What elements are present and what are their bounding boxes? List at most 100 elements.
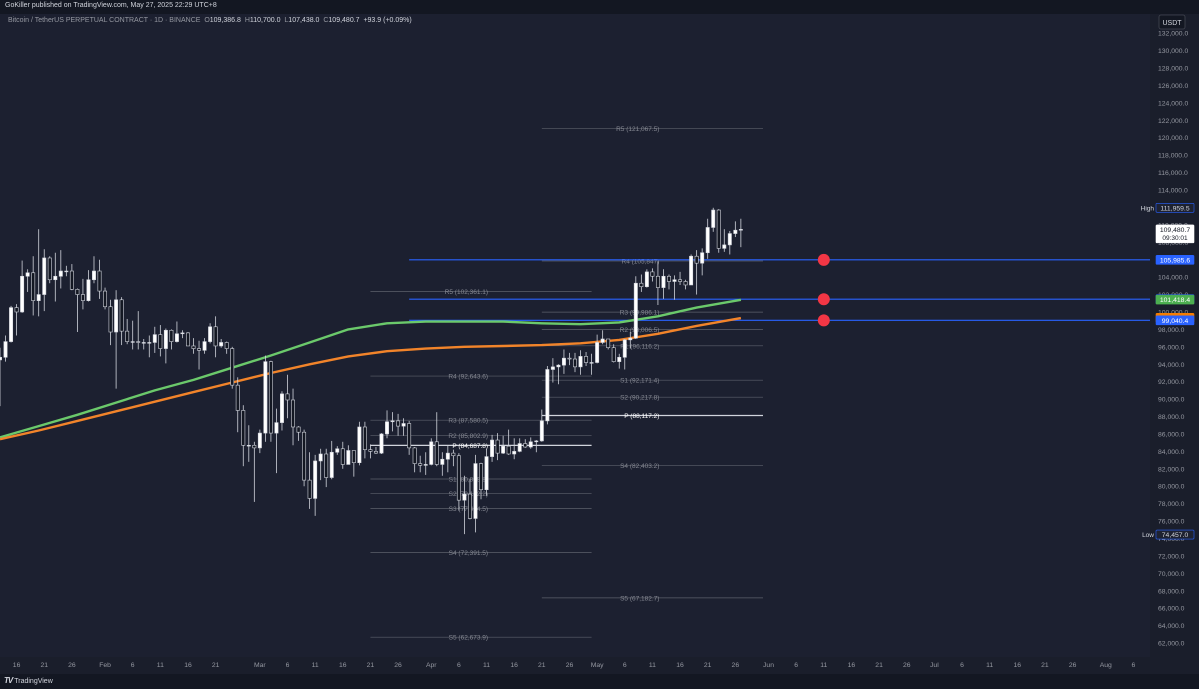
y-tick-label: 132,000.0 bbox=[1158, 31, 1188, 38]
candle-body bbox=[595, 342, 600, 363]
candle-body bbox=[14, 307, 19, 313]
price-axis-value: 109,480.7 bbox=[1160, 227, 1190, 234]
price-axis-value: 74,457.0 bbox=[1162, 532, 1189, 539]
candle bbox=[152, 326, 157, 353]
candle bbox=[567, 352, 572, 366]
candle bbox=[689, 254, 694, 286]
x-tick-label: 16 bbox=[13, 662, 21, 669]
candle bbox=[241, 405, 246, 467]
candle-body bbox=[86, 279, 91, 301]
candle bbox=[263, 355, 268, 442]
currency-label: USDT bbox=[1162, 20, 1182, 27]
x-tick-label: Aug bbox=[1100, 662, 1112, 669]
candle bbox=[561, 349, 566, 374]
candle-body bbox=[20, 275, 25, 313]
candle-body bbox=[324, 453, 329, 478]
price-axis-value: 101,418.4 bbox=[1160, 297, 1190, 304]
change-value: +93.9 (+0.09%) bbox=[363, 17, 412, 24]
candle bbox=[368, 444, 373, 459]
candle-body bbox=[589, 362, 594, 364]
high-label: H bbox=[244, 17, 250, 24]
candle bbox=[291, 388, 295, 446]
candle bbox=[208, 323, 213, 344]
candle-body bbox=[0, 356, 2, 361]
x-tick-label: 11 bbox=[312, 662, 319, 669]
pivot-label: S5 (62,673.9) bbox=[449, 635, 488, 642]
candle bbox=[235, 377, 240, 433]
candle-body bbox=[235, 384, 240, 411]
candle-body bbox=[689, 255, 694, 286]
moving-average-line bbox=[0, 316, 742, 441]
candle bbox=[169, 329, 174, 350]
y-tick-label: 114,000.0 bbox=[1158, 187, 1188, 194]
candle-body bbox=[362, 426, 367, 450]
candle-body bbox=[75, 289, 80, 295]
candle bbox=[75, 288, 80, 333]
candle bbox=[97, 259, 102, 299]
candle bbox=[495, 433, 500, 461]
candle-body bbox=[197, 348, 201, 351]
candle-body bbox=[484, 456, 489, 491]
price-axis bbox=[1150, 14, 1199, 674]
candle-body bbox=[528, 441, 533, 448]
candle bbox=[36, 229, 41, 317]
candle bbox=[197, 340, 201, 370]
candle bbox=[147, 335, 152, 358]
candle bbox=[25, 269, 30, 292]
candle bbox=[296, 426, 301, 441]
candle-body bbox=[136, 341, 141, 343]
candle bbox=[213, 316, 218, 358]
candle bbox=[224, 341, 229, 354]
y-tick-label: 90,000.0 bbox=[1158, 397, 1185, 404]
candle bbox=[600, 330, 605, 345]
price-caption: High bbox=[1141, 205, 1155, 212]
candle-body bbox=[418, 463, 423, 466]
candle-body bbox=[125, 330, 130, 342]
candle bbox=[280, 391, 284, 431]
candle-body bbox=[561, 357, 566, 366]
candle-body bbox=[114, 299, 119, 333]
published-info: GoKiller published on TradingView.com, M… bbox=[5, 2, 217, 9]
candle-body bbox=[108, 306, 113, 333]
candle bbox=[191, 338, 196, 354]
candle bbox=[141, 338, 146, 350]
price-chart[interactable]: R5 (121,067.5) R4 (105,847) R3 (99,986.1) R… bbox=[0, 14, 1199, 674]
y-tick-label: 64,000.0 bbox=[1158, 623, 1185, 630]
candle-body bbox=[512, 451, 517, 455]
candle bbox=[130, 320, 135, 350]
price-axis-label bbox=[1155, 255, 1195, 265]
candle bbox=[64, 265, 69, 277]
candle-body bbox=[130, 341, 135, 343]
candle bbox=[694, 250, 699, 295]
x-tick-label: 16 bbox=[184, 662, 192, 669]
moving-average-line bbox=[0, 298, 742, 439]
x-tick-label: 6 bbox=[623, 662, 627, 669]
candle-body bbox=[285, 393, 290, 401]
candle bbox=[523, 439, 528, 448]
red-dot-marker bbox=[817, 314, 830, 327]
pivot-label: S4 (72,391.5) bbox=[449, 550, 488, 557]
candle bbox=[429, 438, 434, 466]
candle bbox=[374, 447, 378, 454]
candle-body bbox=[661, 275, 666, 288]
candle bbox=[80, 278, 85, 310]
x-tick-label: May bbox=[591, 662, 604, 669]
candle bbox=[69, 264, 74, 291]
candle bbox=[340, 441, 345, 469]
candle bbox=[92, 256, 96, 284]
x-tick-label: 16 bbox=[510, 662, 518, 669]
candle-body bbox=[567, 357, 572, 360]
tradingview-logo[interactable]: TV TradingView bbox=[4, 676, 53, 685]
time-axis bbox=[0, 657, 1150, 674]
top-bar bbox=[0, 0, 1199, 14]
candle-body bbox=[9, 307, 14, 342]
candle-body bbox=[733, 229, 738, 234]
candle-body bbox=[346, 450, 351, 465]
candle bbox=[58, 250, 63, 289]
candle-body bbox=[727, 233, 732, 246]
x-tick-label: Jun bbox=[763, 662, 774, 669]
candle-body bbox=[694, 255, 699, 264]
pivot-label: R4 (92,643.6) bbox=[448, 374, 488, 381]
candle-body bbox=[606, 338, 611, 348]
candle bbox=[584, 352, 589, 366]
